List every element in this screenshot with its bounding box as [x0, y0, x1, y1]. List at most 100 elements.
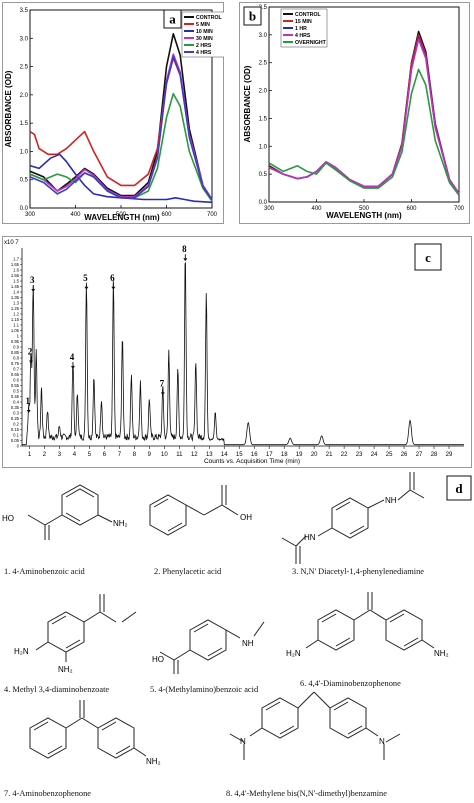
panel-a-ytick-label: 0.5: [20, 178, 29, 184]
panel-a-legend-label: 5 MIN: [196, 22, 210, 28]
panel-c-ytick-label: 0.3: [13, 411, 19, 416]
panel-c-ytick-label: 1.1: [13, 323, 19, 328]
panel-c-xtick-label: 15: [236, 452, 243, 458]
group-6-h2n: H₂N: [286, 649, 301, 658]
panel-b-ytick-label: 2.0: [259, 89, 268, 95]
panel-c-xtick-label: 3: [58, 452, 62, 458]
panel-b-series-overnight: [268, 68, 460, 196]
group-8-n-right: N: [379, 737, 385, 746]
panel-a-series-10-min: [29, 153, 213, 204]
panel-c-ytick-label: 0.45: [11, 394, 20, 399]
panel-b-tag-box: [243, 6, 262, 26]
panel-a-legend-label: 30 MIN: [196, 36, 213, 42]
panel-c-xtick-label: 9: [148, 452, 152, 458]
panel-c-peak-label-2: 2: [28, 347, 33, 357]
panel-b-tag: b: [249, 9, 256, 24]
group-4-h2n: H₂N: [14, 647, 29, 656]
panel-b-xtick-label: 300: [264, 206, 275, 212]
panel-a-ytick-label: 3.0: [20, 36, 29, 42]
panel-b-ytick-label: 2.5: [259, 61, 268, 67]
panel-c-border: [2, 236, 472, 468]
panel-c-xtick-label: 13: [206, 452, 213, 458]
panel-b-ytick-label: 3.0: [259, 33, 268, 39]
panel-c-svg: x10 7 1 2 3 4 5 6 7 8 9 10 11 12 13 14 15 16 17 18 19 20 21 2…: [2, 236, 472, 468]
panel-c-ytick-label: 1.2: [13, 312, 19, 317]
panel-c-xtick-label: 11: [176, 452, 183, 458]
panel-c-xtick-label: 12: [191, 452, 198, 458]
structure-methyl-diaminobenzoate: [35, 594, 137, 662]
panel-c-ytick-label: 0.9: [13, 345, 19, 350]
structure-diaminobenzophenone: [305, 592, 435, 651]
panel-b-ytick-label: 1.5: [259, 116, 268, 122]
panel-b-legend-label: 15 MIN: [295, 19, 312, 25]
structure-diacetyl-phenylenediamine: [281, 472, 425, 564]
panel-c-tag: c: [425, 250, 431, 265]
panel-c-y-multiplier: x10 7: [4, 240, 19, 246]
panel-a-legend-label: 4 HRS: [196, 50, 212, 56]
panel-b-svg: 300 400 500 600 700 0.0 0.5 1.0 1.5 2.0 2.5 3.0 3.5 C…: [239, 2, 470, 224]
panel-c-peak-arrowhead-3: [31, 289, 36, 292]
panel-c-xtick-label: 14: [221, 452, 228, 458]
compound-label-3: 3. N,N' Diacetyl-1,4-phenylenediamine: [292, 567, 424, 576]
panel-c-peak-arrowhead-5: [84, 286, 89, 290]
panel-c-ytick-label: 0.4: [13, 400, 19, 405]
panel-b-uv-vis-chart: 300 400 500 600 700 0.0 0.5 1.0 1.5 2.0 2.5 3.0 3.5 C…: [239, 2, 470, 224]
panel-c-ytick-label: 0.5: [13, 389, 19, 394]
panel-d-tag-box: [446, 475, 472, 501]
panel-c-ytick-label: 1.65: [11, 262, 20, 267]
structure-phenylacetic-acid: [149, 485, 239, 536]
group-7-nh2: NH₂: [146, 757, 161, 766]
panel-a-xtick-label: 500: [116, 212, 127, 218]
panel-b-xtick-label: 400: [311, 206, 322, 212]
panel-c-xtick-label: 16: [251, 452, 258, 458]
panel-c-ytick-label: 1.7: [13, 257, 19, 262]
panel-c-xtick-label: 4: [73, 452, 77, 458]
structure-aminobenzophenone: [29, 700, 147, 759]
group-6-nh2: NH₂: [434, 649, 449, 658]
panel-c-ytick-label: 1.15: [11, 317, 20, 322]
panel-a-ylabel: ABSORBANCE (OD): [4, 70, 13, 147]
panel-a-series-4-hrs: [29, 55, 213, 201]
panel-a-ytick-label: 0.0: [20, 206, 29, 212]
panel-b-border: [239, 2, 470, 224]
group-8-n-left: N: [240, 737, 246, 746]
panel-c-ytick-label: 1.05: [11, 328, 20, 333]
panel-c-ytick-label: 0.2: [13, 422, 19, 427]
compound-label-8: 8. 4,4'-Methylene bis(N,N'-dimethyl)benz…: [226, 789, 387, 798]
panel-c-ytick-label: 0: [17, 444, 20, 449]
panel-a-ytick-label: 1.0: [20, 149, 29, 155]
structure-4-aminobenzoic-acid: [27, 484, 113, 540]
panel-a-ytick-label: 2.0: [20, 93, 29, 99]
panel-a-xtick-label: 700: [207, 212, 218, 218]
panel-d-tag: d: [455, 481, 463, 496]
panel-c-ytick-label: 0.6: [13, 378, 19, 383]
panel-c-ytick-label: 0.05: [11, 438, 20, 443]
panel-c-tag-box: [414, 243, 442, 271]
panel-c-xtick-label: 29: [446, 452, 453, 458]
panel-c-ytick-label: 0.25: [11, 416, 20, 421]
panel-c-ytick-label: 1.25: [11, 306, 20, 311]
panel-c-peak-label-4: 4: [70, 352, 75, 362]
structure-methylene-bis-dimethylbenzamine: [229, 691, 401, 760]
panel-c-ytick-label: 1.6: [13, 268, 19, 273]
panel-c-xtick-label: 8: [133, 452, 137, 458]
panel-c-xtick-label: 6: [103, 452, 107, 458]
panel-b-ytick-label: 0.5: [259, 172, 268, 178]
panel-c-xtick-label: 18: [281, 452, 288, 458]
panel-c-xtick-label: 21: [326, 452, 333, 458]
panel-b-ytick-label: 0.0: [259, 200, 268, 206]
panel-c-xtick-label: 2: [43, 452, 47, 458]
panel-b-xtick-label: 500: [359, 206, 370, 212]
panel-c-xlabel: Counts vs. Acquisition Time (min): [204, 458, 300, 465]
panel-c-peak-label-6: 6: [110, 273, 115, 283]
panel-b-ytick-label: 1.0: [259, 144, 268, 150]
panel-a-xtick-label: 600: [161, 212, 172, 218]
panel-b-legend-label: 4 HRS: [295, 33, 311, 39]
panel-a-xtick-label: 400: [70, 212, 81, 218]
panel-c-peak-label-1: 1: [25, 396, 30, 406]
panel-c-peak-arrowhead-4: [70, 366, 75, 369]
panel-c-xtick-label: 20: [311, 452, 318, 458]
panel-c-xtick-label: 10: [161, 452, 168, 458]
group-4-nh2: NH₂: [58, 665, 73, 674]
group-5-nh: NH: [242, 639, 254, 648]
